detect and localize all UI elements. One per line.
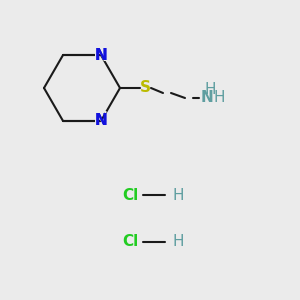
Text: Cl: Cl [122,235,138,250]
Text: H: H [204,82,216,97]
Text: H: H [172,235,184,250]
Text: H: H [213,91,225,106]
Text: N: N [93,111,109,131]
Text: N: N [94,48,107,63]
Text: N: N [94,113,107,128]
Text: S: S [140,80,151,95]
Text: N: N [201,91,213,106]
Text: N: N [94,48,107,63]
Text: H: H [172,188,184,202]
Text: Cl: Cl [122,188,138,202]
Text: N: N [94,113,107,128]
Text: N: N [93,45,109,65]
